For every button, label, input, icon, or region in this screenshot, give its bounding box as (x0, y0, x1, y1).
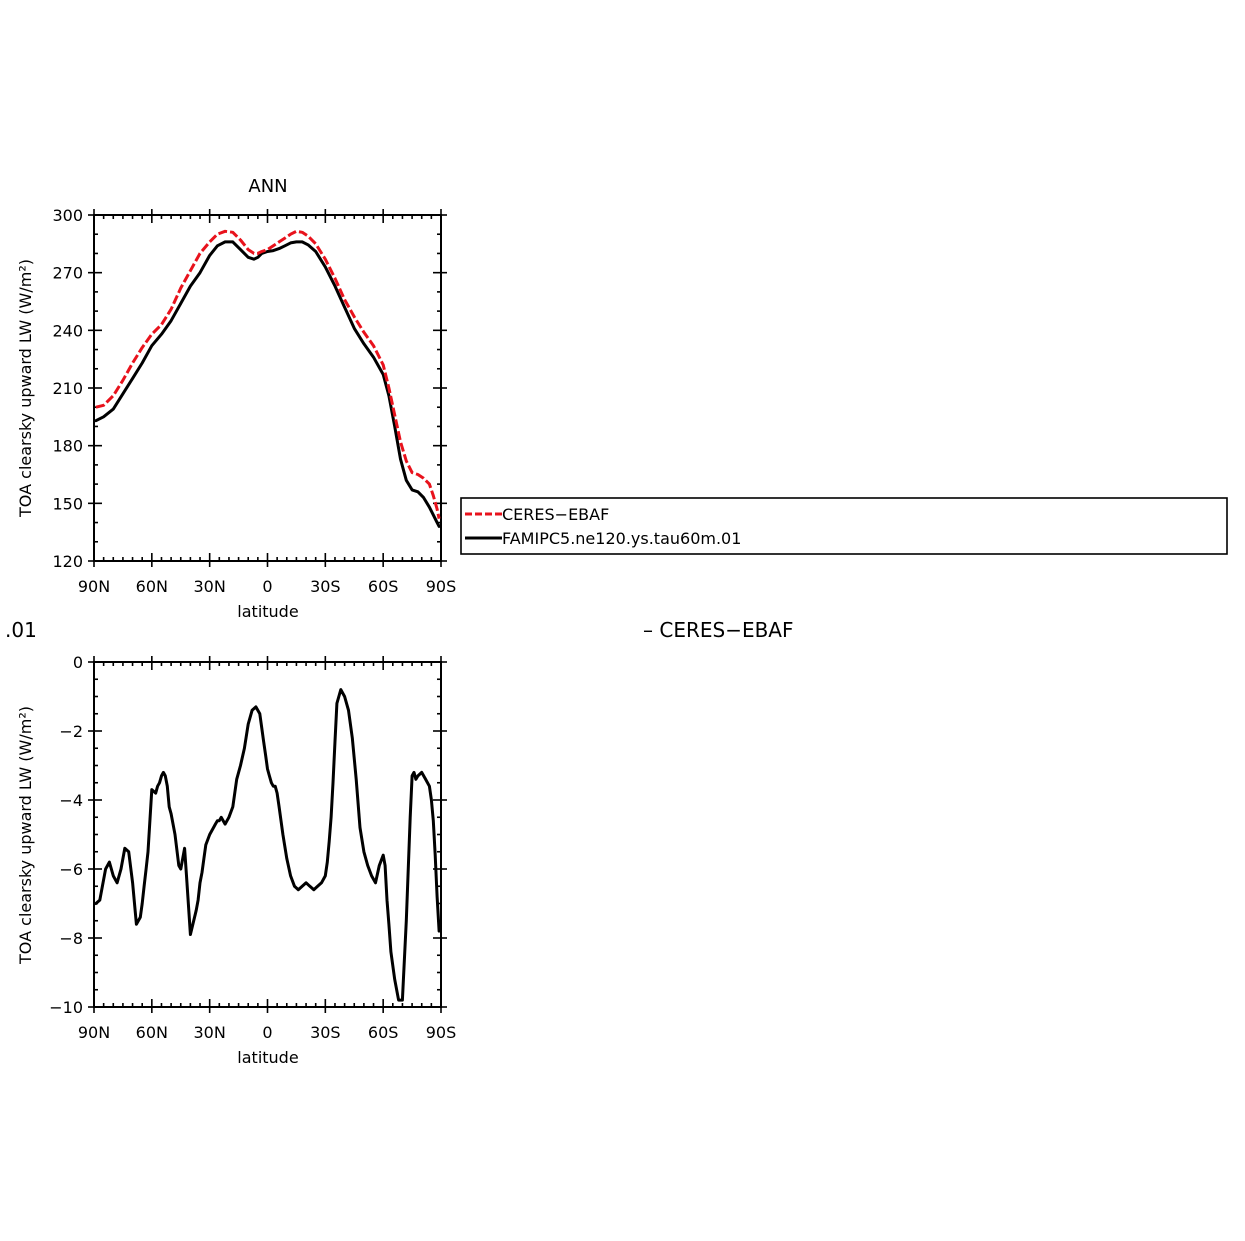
top-tick-labels: 90N 60N 30N 0 30S 60S 90S 120 150 180 210 240 270 300 (52, 206, 456, 596)
legend: CERES−EBAF FAMIPC5.ne120.ys.tau60m.01 (460, 497, 1228, 555)
top-y-tick-label: 240 (52, 321, 83, 340)
top-x-tick-label: 60S (368, 577, 399, 596)
bottom-y-tick-label: −6 (59, 860, 83, 879)
top-series-line-ceres (95, 229, 441, 520)
top-y-tick-label: 150 (52, 494, 83, 513)
top-y-tick-label: 270 (52, 264, 83, 283)
top-x-tick-label: 90N (78, 577, 110, 596)
bottom-y-tick-label: 0 (73, 653, 83, 672)
bottom-series-group (94, 688, 441, 1002)
legend-entry-model: FAMIPC5.ne120.ys.tau60m.01 (502, 529, 741, 548)
top-y-tick-label: 120 (52, 552, 83, 571)
top-x-tick-label: 60N (136, 577, 168, 596)
top-x-tick-label: 30S (310, 577, 341, 596)
cropped-title-fragment-left: .01 (5, 618, 37, 642)
bottom-tick-labels: 90N 60N 30N 0 30S 60S 90S −10 −8 −6 −4 −2 0 (49, 653, 456, 1042)
top-y-axis-label: TOA clearsky upward LW (W/m²) (16, 259, 35, 518)
top-y-tick-label: 300 (52, 206, 83, 225)
bottom-plot-frame (93, 661, 442, 1008)
bottom-x-tick-label: 90N (78, 1023, 110, 1042)
bottom-y-axis-label: TOA clearsky upward LW (W/m²) (16, 706, 35, 965)
bottom-y-tick-label: −4 (59, 791, 83, 810)
legend-box (460, 497, 1228, 555)
bottom-x-tick-label: 90S (426, 1023, 457, 1042)
top-x-axis-label: latitude (237, 602, 298, 621)
bottom-chart-panel: 90N 60N 30N 0 30S 60S 90S −10 −8 −6 −4 −2 0 latitude… (16, 653, 456, 1067)
bottom-x-tick-label: 30N (194, 1023, 226, 1042)
top-y-tick-label: 180 (52, 437, 83, 456)
bottom-x-tick-label: 30S (310, 1023, 341, 1042)
bottom-y-tick-label: −10 (49, 998, 83, 1017)
top-x-tick-label: 0 (262, 577, 272, 596)
top-axis-ticks (88, 209, 447, 567)
top-series-group (94, 229, 441, 528)
cropped-title-fragment-right: – CERES−EBAF (643, 618, 794, 642)
bottom-axis-ticks (88, 656, 447, 1013)
bottom-series-line-model (94, 688, 441, 1002)
legend-entry-ceres: CERES−EBAF (502, 505, 609, 524)
top-series-line-model (94, 240, 441, 528)
bottom-y-tick-label: −8 (59, 929, 83, 948)
bottom-x-axis-label: latitude (237, 1048, 298, 1067)
top-x-tick-label: 90S (426, 577, 457, 596)
bottom-x-tick-label: 0 (262, 1023, 272, 1042)
bottom-y-tick-label: −2 (59, 722, 83, 741)
top-chart-panel: ANN 90N 60N 30N 0 30S 60S 90S 120 150 180 210 240 27… (16, 176, 456, 621)
chart-title: ANN (248, 176, 287, 197)
bottom-x-tick-label: 60N (136, 1023, 168, 1042)
top-x-tick-label: 30N (194, 577, 226, 596)
top-y-tick-label: 210 (52, 379, 83, 398)
bottom-x-tick-label: 60S (368, 1023, 399, 1042)
